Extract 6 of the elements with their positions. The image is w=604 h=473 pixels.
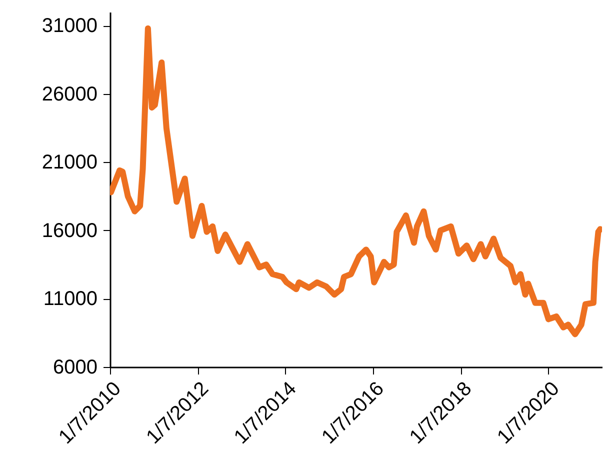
y-tick-label: 31000	[42, 15, 98, 38]
y-tick-label: 26000	[42, 83, 98, 106]
y-tick-label: 6000	[53, 356, 98, 378]
y-tick-label: 16000	[42, 220, 98, 242]
y-tick-label: 21000	[42, 152, 98, 174]
y-tick-label: 11000	[43, 288, 98, 310]
